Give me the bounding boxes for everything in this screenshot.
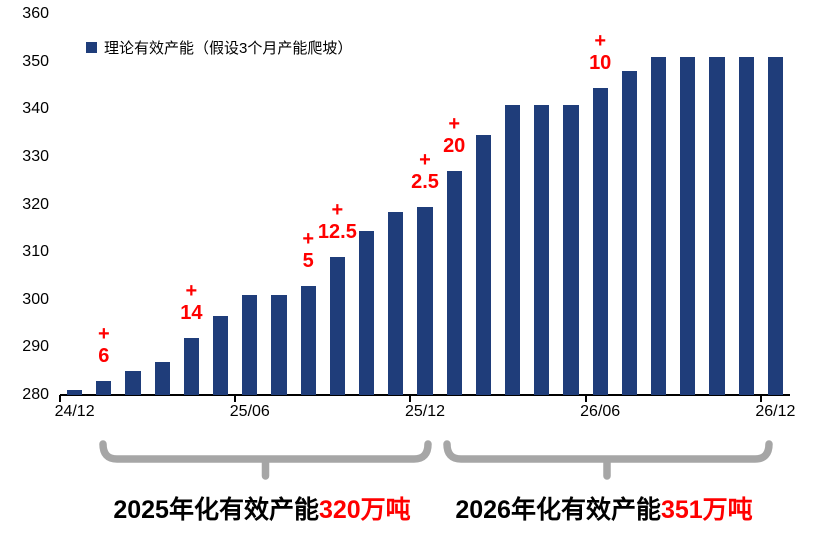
annotation-value: 12.5 xyxy=(317,220,357,243)
bar-24/12 xyxy=(67,390,83,395)
y-tick-label-300: 300 xyxy=(22,290,49,308)
y-tick-label-350: 350 xyxy=(22,52,49,70)
bar-26/07 xyxy=(621,71,637,395)
annotation-plus-sign: + xyxy=(448,113,461,136)
x-tick-label-24-12: 24/12 xyxy=(54,403,95,420)
annotation-plus-sign: + xyxy=(419,148,431,171)
y-tick-label-340: 340 xyxy=(22,100,49,118)
x-tick-label-26-12: 26/12 xyxy=(755,403,796,420)
x-axis-tickmark xyxy=(59,395,61,402)
footer-2025-label: 2025年化有效产能320万吨 xyxy=(80,490,444,526)
bar-26/12 xyxy=(767,56,783,395)
x-axis-tickmark xyxy=(409,395,412,402)
x-tick-label-25-12: 25/12 xyxy=(404,403,446,420)
bar-26/04 xyxy=(534,104,550,395)
bar-25/09 xyxy=(329,256,345,395)
bar-25/08 xyxy=(300,285,316,395)
brace-2026 xyxy=(443,440,773,480)
x-tick-label-26-06: 26/06 xyxy=(580,403,621,420)
bar-26/11 xyxy=(738,56,754,395)
annotation-plus-sign: + xyxy=(97,322,110,345)
footer-2025-text: 2025年化有效产能 xyxy=(113,496,319,524)
bar-25/10 xyxy=(359,230,375,395)
bar-25/03 xyxy=(154,361,170,395)
annotation-plus-sign: + xyxy=(331,198,344,221)
legend-swatch-icon xyxy=(86,42,97,53)
annotation-plus-10: +10 xyxy=(555,30,645,74)
bar-26/02 xyxy=(475,135,491,395)
bar-25/04 xyxy=(183,337,199,395)
annotation-value: 5 xyxy=(302,249,314,272)
y-tick-label-310: 310 xyxy=(22,243,49,261)
bar-25/06 xyxy=(242,295,258,395)
footer-2025-value: 320万吨 xyxy=(318,496,411,524)
legend-label: 理论有效产能（假设3个月产能爬坡） xyxy=(104,40,353,57)
bar-25/01 xyxy=(96,380,112,395)
annotation-plus-sign: + xyxy=(302,227,315,250)
x-axis-tickmark xyxy=(584,395,587,402)
bar-25/02 xyxy=(125,371,141,395)
legend: 理论有效产能（假设3个月产能爬坡） xyxy=(86,37,352,58)
annotation-plus-12.5: +12.5 xyxy=(292,199,382,243)
bar-25/07 xyxy=(271,295,287,395)
y-tick-label-360: 360 xyxy=(22,5,49,22)
footer-2026-label: 2026年化有效产能351万吨 xyxy=(422,490,786,526)
bar-26/06 xyxy=(592,87,608,395)
y-tick-label-290: 290 xyxy=(22,338,49,356)
bar-25/12 xyxy=(417,206,433,395)
x-axis-line xyxy=(60,394,790,396)
footer-2026-text: 2026年化有效产能 xyxy=(455,496,661,524)
bar-26/01 xyxy=(446,171,462,395)
bar-26/03 xyxy=(505,104,521,395)
annotation-value: 6 xyxy=(98,344,110,367)
annotation-value: 2.5 xyxy=(411,170,439,193)
brace-2025 xyxy=(99,440,432,480)
annotation-value: 14 xyxy=(180,301,203,324)
bar-26/08 xyxy=(651,56,667,395)
annotation-plus-20: +20 xyxy=(409,113,499,157)
annotation-plus-sign: + xyxy=(594,29,607,52)
bar-26/10 xyxy=(709,56,725,395)
x-tick-label-25-06: 25/06 xyxy=(229,403,270,420)
annotation-plus-5: +5 xyxy=(263,228,353,272)
annotation-plus-14: +14 xyxy=(146,280,236,324)
y-tick-label-330: 330 xyxy=(22,147,49,165)
bar-26/09 xyxy=(680,56,696,395)
annotation-value: 20 xyxy=(443,135,466,158)
annotation-plus-sign: + xyxy=(185,279,198,302)
bar-25/11 xyxy=(388,211,404,395)
footer-2026-value: 351万吨 xyxy=(660,496,753,524)
bar-25/05 xyxy=(213,316,229,395)
x-axis-tickmark xyxy=(759,395,762,402)
annotation-plus-6: +6 xyxy=(59,323,149,367)
y-tick-label-320: 320 xyxy=(22,195,49,213)
annotation-plus-2.5: +2.5 xyxy=(380,149,470,193)
y-tick-label-280: 280 xyxy=(22,386,49,403)
bar-26/05 xyxy=(563,104,579,395)
x-axis-tickmark xyxy=(234,395,237,402)
annotation-value: 10 xyxy=(589,51,612,74)
